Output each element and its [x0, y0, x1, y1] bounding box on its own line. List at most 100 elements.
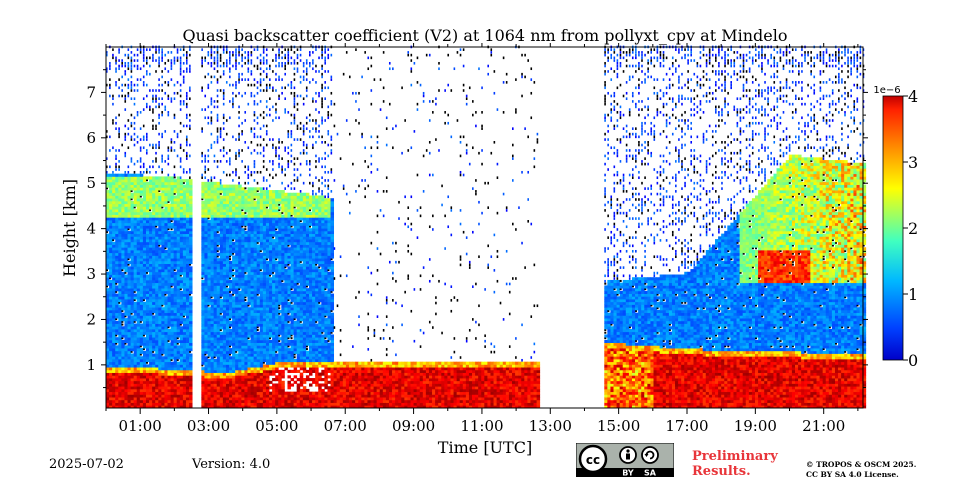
heatmap-cell [149, 339, 153, 344]
heatmap-cell [213, 339, 218, 344]
heatmap-cell [204, 217, 208, 221]
heatmap-cell [182, 271, 187, 275]
heatmap-cell [149, 225, 153, 229]
heatmap-cell [130, 236, 135, 240]
heatmap-cell [124, 334, 128, 338]
heatmap-cell [222, 348, 227, 352]
heatmap-cell [247, 236, 251, 240]
heatmap-cell [256, 228, 261, 232]
heatmap-cell [216, 383, 221, 387]
heatmap-cell [152, 372, 156, 376]
noise-pixel [185, 154, 188, 158]
noise-pixel [124, 151, 127, 155]
heatmap-cell [164, 358, 168, 363]
heatmap-cell [265, 334, 270, 338]
heatmap-cell [167, 307, 171, 311]
heatmap-cell [106, 228, 110, 232]
heatmap-cell [136, 288, 141, 292]
heatmap-cell [133, 296, 138, 300]
heatmap-cell [161, 217, 165, 221]
heatmap-cell [225, 241, 230, 245]
heatmap-cell [155, 307, 159, 311]
noise-pixel [155, 94, 157, 98]
heatmap-cell [139, 299, 144, 303]
noise-pixel [149, 143, 151, 147]
noise-pixel [232, 100, 234, 103]
noise-pixel [142, 75, 145, 79]
heatmap-cell [213, 394, 218, 398]
heatmap-cell [256, 318, 261, 322]
heatmap-cell [127, 222, 132, 226]
heatmap-cell [265, 290, 270, 294]
heatmap-cell [241, 252, 245, 256]
heatmap-cell [124, 274, 128, 278]
heatmap-cell [158, 337, 162, 341]
heatmap-cell [216, 266, 221, 270]
heatmap-cell [167, 230, 171, 235]
heatmap-cell [189, 187, 193, 191]
heatmap-cell [229, 233, 233, 237]
heatmap-cell [173, 282, 178, 286]
heatmap-cell [124, 179, 128, 183]
noise-pixel [158, 78, 160, 81]
heatmap-cell [238, 187, 242, 191]
heatmap-cell [176, 399, 181, 403]
heatmap-cell [219, 190, 224, 194]
heatmap-cell [262, 217, 267, 221]
heatmap-cell [179, 309, 184, 314]
heatmap-cell [185, 236, 190, 240]
noise-pixel [155, 146, 157, 150]
heatmap-cell [115, 402, 119, 406]
heatmap-cell [238, 293, 242, 297]
heatmap-cell [115, 299, 119, 303]
heatmap-cell [152, 328, 156, 333]
heatmap-cell [185, 312, 190, 316]
heatmap-cell [253, 299, 258, 303]
heatmap-cell [204, 198, 208, 202]
heatmap-cell [259, 323, 264, 327]
heatmap-cell [250, 217, 255, 221]
heatmap-cell [213, 334, 218, 338]
heatmap-cell [182, 405, 187, 409]
heatmap-cell [219, 293, 224, 297]
heatmap-cell [216, 312, 221, 316]
noise-pixel [235, 168, 237, 171]
heatmap-cell [222, 244, 227, 248]
heatmap-cell [142, 320, 147, 324]
heatmap-cell [222, 269, 227, 273]
heatmap-cell [161, 255, 165, 259]
heatmap-cell [167, 301, 171, 305]
heatmap-cell [164, 348, 168, 352]
heatmap-cell [155, 378, 159, 382]
heatmap-cell [118, 271, 122, 275]
heatmap-cell [115, 206, 119, 210]
heatmap-cell [136, 380, 141, 384]
heatmap-cell [210, 252, 215, 256]
heatmap-cell [269, 372, 273, 376]
noise-pixel [170, 97, 173, 101]
heatmap-cell [210, 320, 215, 324]
heatmap-cell [213, 301, 218, 305]
noise-pixel [238, 176, 240, 180]
heatmap-cell [229, 356, 233, 360]
heatmap-cell [262, 293, 267, 297]
noise-pixel [152, 94, 154, 98]
heatmap-cell [145, 220, 150, 224]
noise-pixel [250, 140, 253, 144]
heatmap-cell [133, 364, 138, 368]
heatmap-cell [179, 200, 184, 205]
heatmap-cell [241, 241, 245, 245]
heatmap-cell [238, 348, 242, 352]
heatmap-cell [216, 269, 221, 273]
heatmap-cell [210, 345, 215, 349]
heatmap-cell [247, 364, 251, 368]
heatmap-cell [179, 399, 184, 403]
heatmap-cell [136, 318, 141, 322]
heatmap-cell [259, 200, 264, 205]
heatmap-cell [176, 236, 181, 240]
heatmap-cell [235, 225, 239, 229]
heatmap-cell [142, 220, 147, 224]
noise-pixel [149, 72, 151, 76]
heatmap-cell [189, 331, 193, 335]
heatmap-cell [185, 263, 190, 267]
